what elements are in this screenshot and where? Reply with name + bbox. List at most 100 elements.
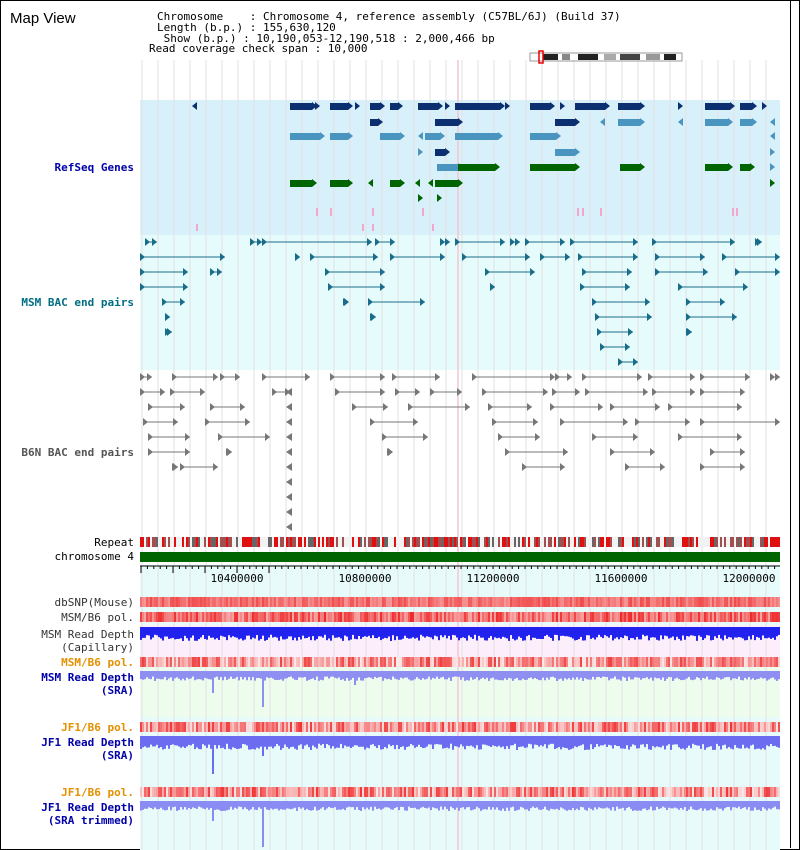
jf1-depth-sra-label-1[interactable]: JF1 Read Depth	[41, 736, 134, 749]
jf1-depth-trim-label-2: (SRA trimmed)	[48, 814, 134, 827]
bac-end-marker	[585, 388, 590, 396]
read-depth-bar	[498, 627, 500, 638]
repeat-element	[226, 537, 228, 547]
jf1-pol-heat-cell	[518, 722, 520, 732]
read-depth-bar	[156, 736, 158, 745]
jf1-b6-pol-label[interactable]: JF1/B6 pol.	[61, 721, 134, 734]
msm-pol-sra-heat-cell	[262, 657, 264, 667]
gene-strand-arrow	[348, 132, 353, 140]
read-depth-bar	[626, 627, 628, 637]
msm-pol-heat-cell	[304, 612, 306, 622]
read-depth-bar	[732, 801, 734, 808]
bac-end-marker	[560, 238, 565, 246]
read-depth-bar	[208, 801, 210, 810]
msm-pol-heat-cell	[354, 612, 356, 622]
jf1-pol-trim-heat-cell	[700, 787, 702, 797]
jf1-pol-heat-cell	[414, 722, 416, 732]
read-depth-bar	[764, 627, 766, 639]
read-depth-bar	[754, 801, 756, 808]
msm-pol-sra-heat-cell	[566, 657, 568, 667]
read-depth-bar	[308, 671, 310, 680]
jf1-pol-heat-cell	[756, 722, 758, 732]
dbsnp-heat-cell	[740, 597, 742, 607]
chromosome-4-bar[interactable]	[140, 552, 780, 562]
read-depth-bar	[650, 736, 652, 750]
read-depth-bar	[422, 801, 424, 807]
msm-pol-sra-heat-cell	[460, 657, 462, 667]
dbsnp-heat-cell	[272, 597, 274, 607]
jf1-pol-trim-heat-cell	[192, 787, 194, 797]
dbsnp-heat-cell	[154, 597, 156, 607]
read-depth-bar	[680, 671, 682, 681]
ideogram-band	[664, 54, 676, 60]
msm-pol-heat-cell	[596, 612, 598, 622]
msm-bac-end-pairs-track[interactable]	[140, 238, 780, 366]
read-depth-bar	[480, 671, 482, 679]
read-depth-bar	[540, 627, 542, 640]
jf1-pol-heat-cell	[346, 722, 348, 732]
read-depth-bar	[230, 627, 232, 638]
msm-pol-sra-heat-cell	[252, 657, 254, 667]
read-depth-bar	[720, 627, 722, 639]
msm-pol-heat-cell	[552, 612, 554, 622]
msm-pol-heat-cell	[642, 612, 644, 622]
bac-end-marker	[543, 388, 548, 396]
read-depth-bar	[424, 627, 426, 638]
jf1-b6-pol-trim-label[interactable]: JF1/B6 pol.	[61, 786, 134, 799]
repeat-track[interactable]	[140, 537, 780, 547]
read-depth-bar	[298, 671, 300, 678]
read-depth-bar	[200, 736, 202, 750]
jf1-pol-trim-heat-cell	[502, 787, 504, 797]
read-depth-bar	[724, 801, 726, 809]
msm-depth-capillary-label-1[interactable]: MSM Read Depth	[41, 628, 134, 641]
msm-b6-pol-sra-label[interactable]: MSM/B6 pol.	[61, 656, 134, 669]
read-depth-bar	[204, 627, 206, 639]
jf1-pol-heat-cell	[210, 722, 212, 732]
jf1-pol-heat-cell	[460, 722, 462, 732]
read-depth-bar	[526, 736, 528, 748]
msm-pol-sra-heat-cell	[496, 657, 498, 667]
msm-pol-heat-cell	[374, 612, 376, 622]
read-depth-bar	[182, 736, 184, 747]
dbsnp-heat-cell	[424, 597, 426, 607]
jf1-depth-trim-label-1[interactable]: JF1 Read Depth	[41, 801, 134, 814]
read-depth-bar	[234, 801, 236, 808]
refseq-genes-label[interactable]: RefSeq Genes	[55, 161, 134, 174]
dbsnp-heat-cell	[224, 597, 226, 607]
msm-pol-heat-cell	[486, 612, 488, 622]
read-depth-bar	[488, 801, 490, 807]
read-depth-bar	[172, 801, 174, 808]
jf1-pol-heat-cell	[612, 722, 614, 732]
msm-depth-sra-label-1[interactable]: MSM Read Depth	[41, 671, 134, 684]
msm-bac-end-pairs-label[interactable]: MSM BAC end pairs	[21, 296, 134, 309]
jf1-pol-heat-cell	[372, 722, 374, 732]
msm-b6-pol-label[interactable]: MSM/B6 pol.	[61, 611, 134, 624]
read-depth-bar	[584, 671, 586, 679]
chromosome-ideogram[interactable]	[529, 50, 683, 64]
msm-pol-heat-cell	[216, 612, 218, 622]
repeat-element	[248, 537, 250, 547]
refseq-genes-track[interactable]	[192, 102, 775, 231]
bac-end-marker	[335, 388, 340, 396]
jf1-pol-trim-heat-cell	[512, 787, 514, 797]
read-depth-bar	[446, 736, 448, 748]
read-depth-bar	[282, 671, 284, 681]
msm-pol-heat-cell	[372, 612, 374, 622]
jf1-pol-heat-cell	[522, 722, 524, 732]
jf1-pol-heat-cell	[628, 722, 630, 732]
read-depth-bar	[552, 671, 554, 677]
msm-pol-heat-cell	[424, 612, 426, 622]
read-depth-bar	[180, 736, 182, 748]
gene-strand-arrow	[575, 118, 580, 126]
jf1-pol-trim-heat-cell	[486, 787, 488, 797]
read-depth-bar	[562, 671, 564, 681]
b6n-bac-end-pairs-track[interactable]	[140, 373, 780, 531]
dbsnp-label[interactable]: dbSNP(Mouse)	[55, 596, 134, 609]
read-depth-bar	[750, 627, 752, 640]
axis-tick-label: 10800000	[339, 572, 392, 585]
refseq-gene	[418, 103, 438, 110]
dbsnp-heat-cell	[396, 597, 398, 607]
b6n-bac-end-pairs-label[interactable]: B6N BAC end pairs	[21, 446, 134, 459]
